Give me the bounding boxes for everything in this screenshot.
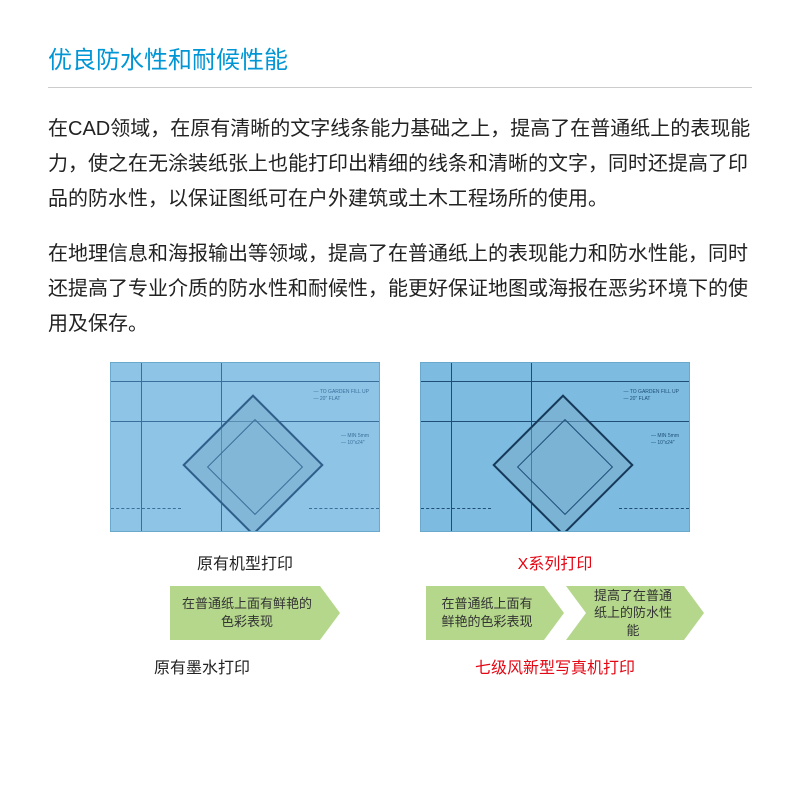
left-arrows: 在普通纸上面有鲜艳的色彩表现 bbox=[170, 586, 320, 640]
left-column: — TO GARDEN FILL UP— 20" FLAT — MIN 5mm—… bbox=[110, 362, 380, 678]
left-top-label: 原有机型打印 bbox=[197, 550, 293, 574]
right-arrow-2: 提高了在普通纸上的防水性能 bbox=[566, 586, 684, 640]
paragraph-1: 在CAD领域，在原有清晰的文字线条能力基础之上，提高了在普通纸上的表现能力，使之… bbox=[48, 112, 752, 217]
right-bottom-label: 七级风新型写真机打印 bbox=[475, 654, 635, 678]
section-title: 优良防水性和耐候性能 bbox=[48, 40, 752, 88]
right-arrow-1: 在普通纸上面有鲜艳的色彩表现 bbox=[426, 586, 544, 640]
blueprint-image-xseries: — TO GARDEN FILL UP— 20" FLAT — MIN 5mm—… bbox=[420, 362, 690, 532]
right-arrows: 在普通纸上面有鲜艳的色彩表现 提高了在普通纸上的防水性能 bbox=[426, 586, 684, 640]
blueprint-image-original: — TO GARDEN FILL UP— 20" FLAT — MIN 5mm—… bbox=[110, 362, 380, 532]
left-arrow-1: 在普通纸上面有鲜艳的色彩表现 bbox=[170, 586, 320, 640]
right-column: — TO GARDEN FILL UP— 20" FLAT — MIN 5mm—… bbox=[420, 362, 690, 678]
diagram-row: — TO GARDEN FILL UP— 20" FLAT — MIN 5mm—… bbox=[48, 362, 752, 678]
right-top-label: X系列打印 bbox=[518, 550, 593, 574]
paragraph-2: 在地理信息和海报输出等领域，提高了在普通纸上的表现能力和防水性能，同时还提高了专… bbox=[48, 237, 752, 342]
left-bottom-label: 原有墨水打印 bbox=[154, 654, 250, 678]
